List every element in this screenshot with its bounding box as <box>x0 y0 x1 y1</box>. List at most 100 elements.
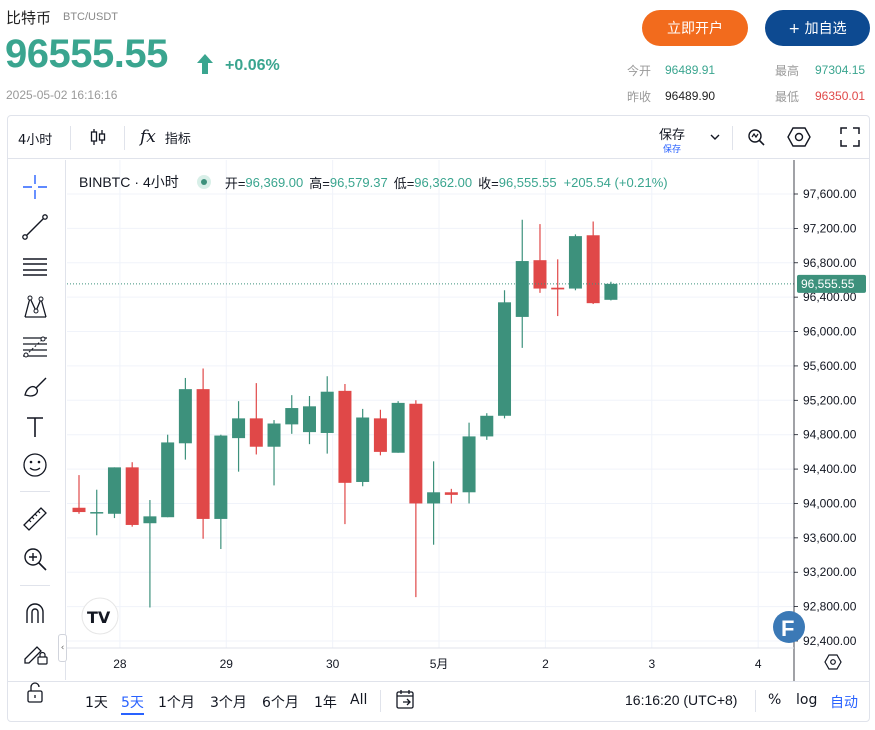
candle <box>427 461 441 545</box>
candle-body <box>373 418 387 452</box>
text-tool-icon[interactable] <box>20 412 50 442</box>
timezone-clock[interactable]: 16:16:20 (UTC+8) <box>625 692 738 708</box>
range-5d[interactable]: 5天 <box>121 692 144 715</box>
candle-body <box>498 302 512 416</box>
price-tick-label: 93,200.00 <box>803 565 857 579</box>
time-axis: 28 29 30 5月 2 3 4 <box>113 657 762 671</box>
candle <box>391 401 405 453</box>
range-1m[interactable]: 1个月 <box>158 695 195 711</box>
open-account-button[interactable]: 立即开户 <box>642 10 748 46</box>
bottom-divider <box>755 690 756 712</box>
candle-body <box>72 507 86 513</box>
price-change-percent: +0.06% <box>225 57 280 74</box>
bottom-divider <box>380 690 381 712</box>
prev-close-value: 96489.90 <box>665 89 716 103</box>
candle-body <box>604 283 618 300</box>
candle <box>515 219 529 348</box>
quick-search-icon[interactable] <box>745 126 767 148</box>
prev-close-label: 昨收 <box>627 90 652 104</box>
chart-widget <box>7 115 870 722</box>
horizontal-lines-icon[interactable] <box>20 252 50 282</box>
price-tick-label: 92,400.00 <box>803 634 857 648</box>
price-axis: 97,600.00 97,200.00 96,800.00 96,400.00 96,0… <box>794 187 857 648</box>
lock-icon[interactable] <box>20 678 50 708</box>
open-label: 今开 <box>627 64 652 78</box>
magnet-icon[interactable] <box>20 598 50 628</box>
chart-grid <box>67 160 794 648</box>
candlestick-type-icon[interactable] <box>88 126 110 148</box>
legend-close-label: 收= <box>478 175 499 191</box>
crosshair-icon[interactable] <box>20 172 50 202</box>
chevron-down-icon[interactable] <box>708 130 722 144</box>
low-value: 96350.01 <box>815 89 866 103</box>
candle <box>338 383 352 525</box>
fib-retracement-icon[interactable] <box>20 332 50 362</box>
low-label: 最低 <box>775 90 800 104</box>
pattern-tool-icon[interactable] <box>20 292 50 322</box>
range-all[interactable]: All <box>350 692 368 708</box>
range-1d[interactable]: 1天 <box>85 695 108 711</box>
candle <box>143 500 157 608</box>
candle <box>302 396 316 445</box>
candle <box>604 281 618 301</box>
range-1y[interactable]: 1年 <box>314 695 337 711</box>
candle-body <box>267 423 281 447</box>
candle-body <box>214 435 228 519</box>
auto-scale-toggle[interactable]: 自动 <box>830 695 858 711</box>
price-chart[interactable]: 97,600.00 97,200.00 96,800.00 96,400.00 96,0… <box>67 160 869 681</box>
high-value: 97304.15 <box>815 63 866 77</box>
percent-scale-toggle[interactable]: % <box>768 692 782 708</box>
candle-body <box>143 516 157 524</box>
candle-body <box>320 391 334 433</box>
brush-icon[interactable] <box>20 372 50 402</box>
open-value: 96489.91 <box>665 63 716 77</box>
log-scale-toggle[interactable]: log <box>796 692 818 708</box>
fullscreen-icon[interactable] <box>840 127 860 147</box>
price-tick-label: 94,400.00 <box>803 462 857 476</box>
add-watchlist-button[interactable]: + 加自选 <box>765 10 870 46</box>
candle <box>480 413 494 440</box>
settings-gear-icon[interactable] <box>787 126 811 148</box>
candle <box>568 234 582 291</box>
save-sublabel: 保存 <box>662 145 681 155</box>
goto-date-icon[interactable] <box>395 689 417 711</box>
f-logo-badge: F <box>773 611 805 643</box>
candle <box>498 290 512 419</box>
legend-change: +205.54 (+0.21%) <box>563 174 668 190</box>
price-tick-label: 96,000.00 <box>803 325 857 339</box>
zoom-in-icon[interactable] <box>20 544 50 574</box>
candle <box>72 475 86 514</box>
interval-selector[interactable]: 4小时 <box>18 128 52 148</box>
legend-close-value: 96,555.55 <box>498 174 557 190</box>
trend-line-icon[interactable] <box>20 212 50 242</box>
tool-divider <box>20 491 50 492</box>
save-label: 保存 <box>658 128 685 143</box>
candle-body <box>161 442 175 518</box>
collapse-toolbar-handle[interactable]: ‹ <box>58 634 67 662</box>
candle <box>125 462 139 527</box>
price-tick-label: 96,400.00 <box>803 290 857 304</box>
range-6m[interactable]: 6个月 <box>262 695 299 711</box>
emoji-icon[interactable] <box>20 450 50 480</box>
candle-body <box>462 436 476 493</box>
range-3m[interactable]: 3个月 <box>210 695 247 711</box>
chart-bottom-bar <box>8 681 869 721</box>
candle-body <box>90 512 104 514</box>
tradingview-logo: TV <box>81 597 119 635</box>
svg-text:F: F <box>781 616 794 641</box>
legend-dot: · <box>134 174 140 190</box>
candle <box>320 376 334 454</box>
chevron-left-icon: ‹ <box>60 643 65 653</box>
indicators-button[interactable]: fx 指标 <box>140 126 191 148</box>
ruler-icon[interactable] <box>20 504 50 534</box>
chart-legend: BINBTC · 4小时 开= 96,369.00 高= 96,579.37 低= 9… <box>79 172 668 192</box>
candle-body <box>551 287 565 290</box>
candle-body <box>586 235 600 304</box>
candle-body <box>480 415 494 437</box>
save-button[interactable]: 保存 保存 <box>652 124 692 155</box>
candle-body <box>533 260 547 289</box>
indicators-label: 指标 <box>164 131 191 147</box>
candle-body <box>427 492 441 504</box>
legend-high-label: 高= <box>309 175 330 191</box>
edit-lock-icon[interactable] <box>20 638 50 668</box>
